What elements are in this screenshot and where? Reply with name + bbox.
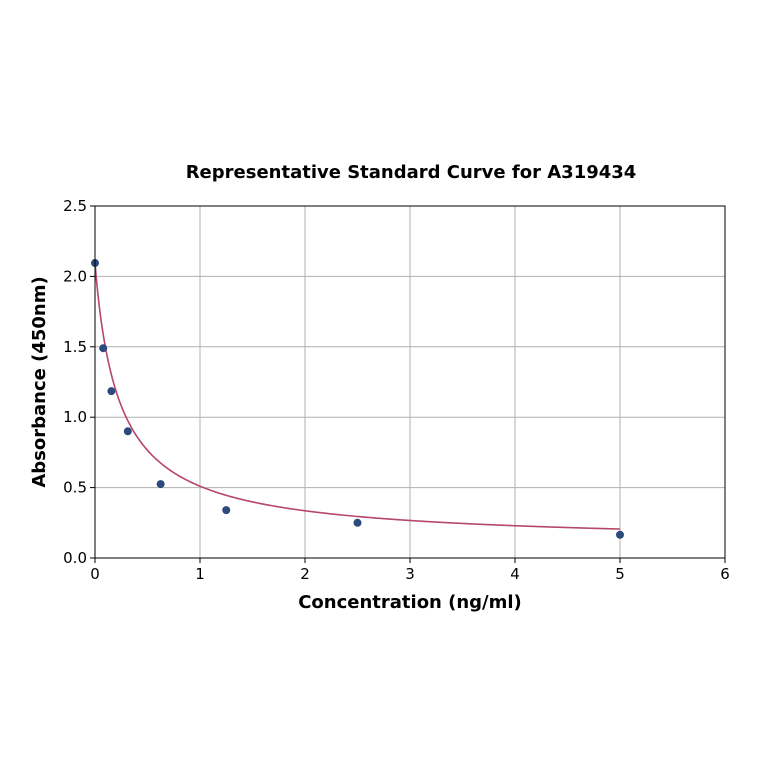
fit-curve (94, 262, 621, 530)
y-tick-label: 0.0 (63, 549, 87, 567)
y-tick-label: 2.0 (63, 267, 87, 285)
x-tick-label: 4 (510, 565, 520, 583)
x-tick-label: 0 (90, 565, 100, 583)
y-tick-label: 1.0 (63, 408, 87, 426)
data-point (353, 518, 362, 527)
data-point (156, 480, 165, 489)
data-point (123, 427, 132, 436)
data-point (616, 530, 624, 539)
y-axis-ticks: 0.0 0.5 1.0 1.5 2.0 2.5 (63, 197, 95, 567)
data-points (91, 259, 624, 539)
x-tick-label: 2 (300, 565, 310, 583)
data-point (222, 506, 231, 515)
x-tick-label: 3 (405, 565, 415, 583)
x-axis-label: Concentration (ng/ml) (298, 592, 522, 613)
x-axis-ticks: 0 1 2 3 4 5 6 (90, 558, 730, 583)
grid-lines (94, 205, 726, 559)
chart-title: Representative Standard Curve for A31943… (186, 162, 637, 183)
x-tick-label: 5 (615, 565, 625, 583)
y-tick-label: 0.5 (63, 479, 87, 497)
x-tick-label: 6 (720, 565, 730, 583)
y-tick-label: 2.5 (63, 197, 87, 215)
data-point (107, 387, 116, 396)
y-tick-label: 1.5 (63, 338, 87, 356)
data-point (99, 344, 108, 353)
x-tick-label: 1 (195, 565, 205, 583)
y-axis-label: Absorbance (450nm) (29, 276, 50, 487)
